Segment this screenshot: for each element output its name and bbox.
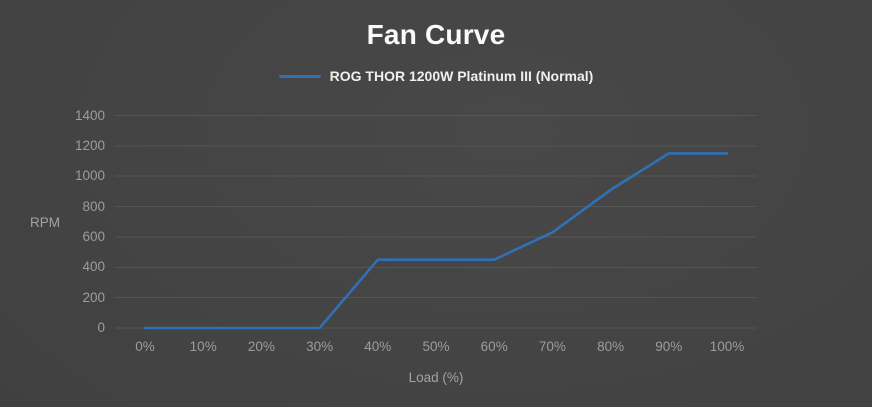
x-tick-label: 10% (189, 339, 217, 354)
x-axis-title: Load (%) (408, 370, 464, 385)
chart-legend: ROG THOR 1200W Platinum III (Normal) (0, 68, 872, 84)
legend-item-rog-thor[interactable]: ROG THOR 1200W Platinum III (Normal) (278, 68, 594, 84)
x-tick-label: 20% (247, 339, 275, 354)
chart-title: Fan Curve (366, 19, 506, 50)
x-tick-label: 80% (597, 339, 625, 354)
x-tick-label: 40% (364, 339, 392, 354)
x-tick-label: 90% (655, 339, 683, 354)
y-tick-label: 1200 (74, 137, 105, 153)
y-tick-label: 1000 (74, 168, 105, 184)
x-tick-label: 70% (538, 339, 566, 354)
x-tick-label: 100% (709, 339, 745, 354)
x-tick-label: 30% (306, 339, 334, 354)
y-tick-label: 400 (82, 259, 105, 275)
y-tick-label: 0 (97, 320, 105, 335)
y-tick-label: 600 (82, 228, 105, 244)
y-tick-label: 1400 (74, 107, 105, 123)
x-tick-label: 60% (480, 339, 508, 354)
y-tick-label: 800 (82, 198, 105, 214)
y-axis-title: RPM (30, 215, 60, 230)
x-tick-label: 0% (135, 339, 155, 354)
legend-label: ROG THOR 1200W Platinum III (Normal) (329, 68, 594, 84)
x-tick-label: 50% (422, 339, 450, 354)
fan-curve-line (143, 152, 729, 330)
legend-line-swatch (278, 75, 321, 78)
y-tick-label: 200 (82, 289, 105, 305)
